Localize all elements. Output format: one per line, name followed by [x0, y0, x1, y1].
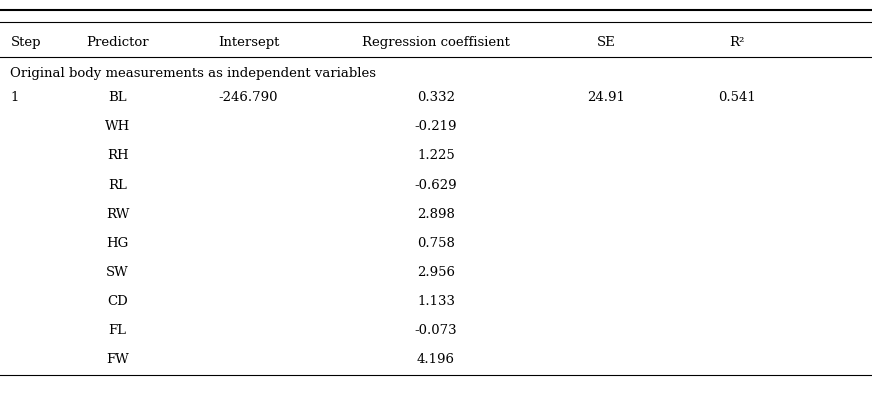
Text: 0.758: 0.758 [417, 237, 455, 250]
Text: BL: BL [108, 91, 127, 104]
Text: Predictor: Predictor [86, 36, 149, 49]
Text: -246.790: -246.790 [219, 91, 278, 104]
Text: R²: R² [729, 36, 745, 49]
Text: RH: RH [107, 149, 128, 162]
Text: -0.219: -0.219 [415, 120, 457, 133]
Text: 1.133: 1.133 [417, 295, 455, 308]
Text: 2.956: 2.956 [417, 266, 455, 279]
Text: CD: CD [107, 295, 128, 308]
Text: 0.541: 0.541 [718, 91, 756, 104]
Text: FW: FW [106, 353, 129, 366]
Text: RW: RW [106, 208, 129, 221]
Text: Step: Step [10, 36, 41, 49]
Text: FL: FL [109, 324, 126, 337]
Text: 4.196: 4.196 [417, 353, 455, 366]
Text: SW: SW [106, 266, 129, 279]
Text: Original body measurements as independent variables: Original body measurements as independen… [10, 67, 377, 80]
Text: RL: RL [108, 179, 127, 191]
Text: Intersept: Intersept [218, 36, 279, 49]
Text: -0.073: -0.073 [415, 324, 457, 337]
Text: WH: WH [106, 120, 130, 133]
Text: 1.225: 1.225 [417, 149, 455, 162]
Text: Regression coeffisient: Regression coeffisient [362, 36, 510, 49]
Text: SE: SE [596, 36, 616, 49]
Text: 1: 1 [10, 91, 19, 104]
Text: -0.629: -0.629 [415, 179, 457, 191]
Text: 24.91: 24.91 [587, 91, 625, 104]
Text: 0.332: 0.332 [417, 91, 455, 104]
Text: 2.898: 2.898 [417, 208, 455, 221]
Text: HG: HG [106, 237, 129, 250]
